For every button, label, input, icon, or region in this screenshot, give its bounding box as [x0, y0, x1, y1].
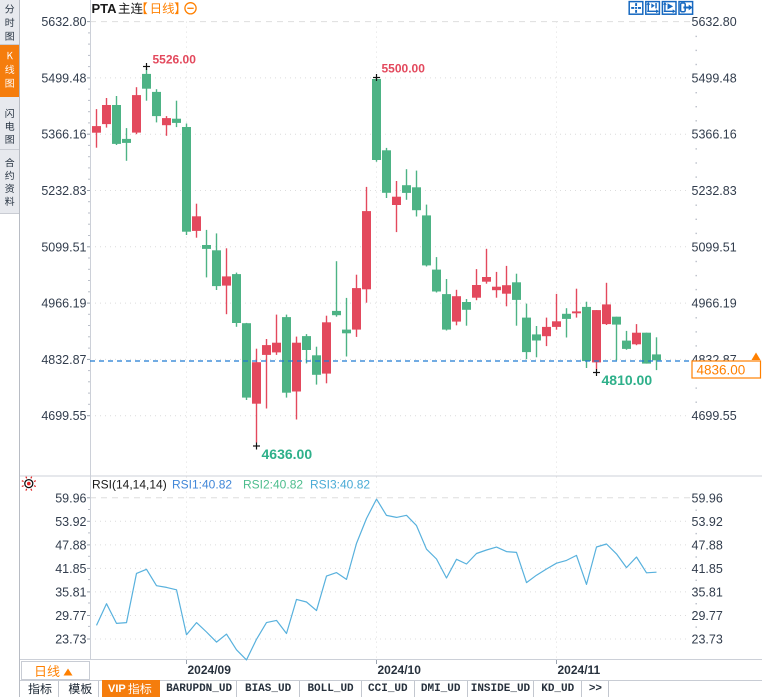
svg-text:5526.00: 5526.00	[153, 53, 197, 67]
svg-text:2024/10: 2024/10	[378, 663, 422, 677]
svg-text:RSI(14,14,14): RSI(14,14,14)	[92, 478, 167, 492]
svg-text:59.96: 59.96	[692, 491, 723, 505]
svg-text:5232.83: 5232.83	[41, 184, 86, 198]
svg-text:RSI1:40.82: RSI1:40.82	[172, 478, 232, 492]
svg-text:4966.19: 4966.19	[692, 297, 737, 311]
svg-text:41.85: 41.85	[55, 562, 86, 576]
svg-text:RSI2:40.82: RSI2:40.82	[243, 478, 303, 492]
svg-text:5099.51: 5099.51	[41, 240, 86, 254]
svg-text:5499.48: 5499.48	[692, 71, 737, 85]
svg-text:5366.16: 5366.16	[692, 128, 737, 142]
svg-text:RSI3:40.82: RSI3:40.82	[310, 478, 370, 492]
svg-text:4699.55: 4699.55	[41, 409, 86, 423]
svg-text:53.92: 53.92	[692, 515, 723, 529]
svg-text:59.96: 59.96	[55, 491, 86, 505]
svg-text:41.85: 41.85	[692, 562, 723, 576]
svg-text:29.77: 29.77	[55, 609, 86, 623]
svg-text:2024/09: 2024/09	[188, 663, 232, 677]
svg-text:47.88: 47.88	[55, 538, 86, 552]
svg-text:23.73: 23.73	[692, 633, 723, 647]
svg-text:35.81: 35.81	[692, 585, 723, 599]
svg-text:2024/11: 2024/11	[558, 663, 601, 677]
svg-text:4966.19: 4966.19	[41, 297, 86, 311]
svg-text:5499.48: 5499.48	[41, 71, 86, 85]
svg-text:47.88: 47.88	[692, 538, 723, 552]
svg-text:4810.00: 4810.00	[602, 372, 653, 388]
svg-text:4836.00: 4836.00	[697, 363, 746, 378]
svg-text:29.77: 29.77	[692, 609, 723, 623]
svg-text:PTA: PTA	[92, 1, 118, 16]
svg-text:5232.83: 5232.83	[692, 184, 737, 198]
svg-text:4832.87: 4832.87	[41, 353, 86, 367]
svg-text:5632.80: 5632.80	[692, 15, 737, 29]
svg-text:5099.51: 5099.51	[692, 240, 737, 254]
svg-text:5366.16: 5366.16	[41, 128, 86, 142]
svg-text:23.73: 23.73	[55, 633, 86, 647]
svg-text:5632.80: 5632.80	[41, 15, 86, 29]
svg-text:5500.00: 5500.00	[382, 62, 426, 76]
svg-text:35.81: 35.81	[55, 585, 86, 599]
svg-text:53.92: 53.92	[55, 515, 86, 529]
svg-text:VIP: VIP	[108, 683, 126, 695]
svg-text:4636.00: 4636.00	[262, 446, 313, 462]
svg-text:4699.55: 4699.55	[692, 409, 737, 423]
